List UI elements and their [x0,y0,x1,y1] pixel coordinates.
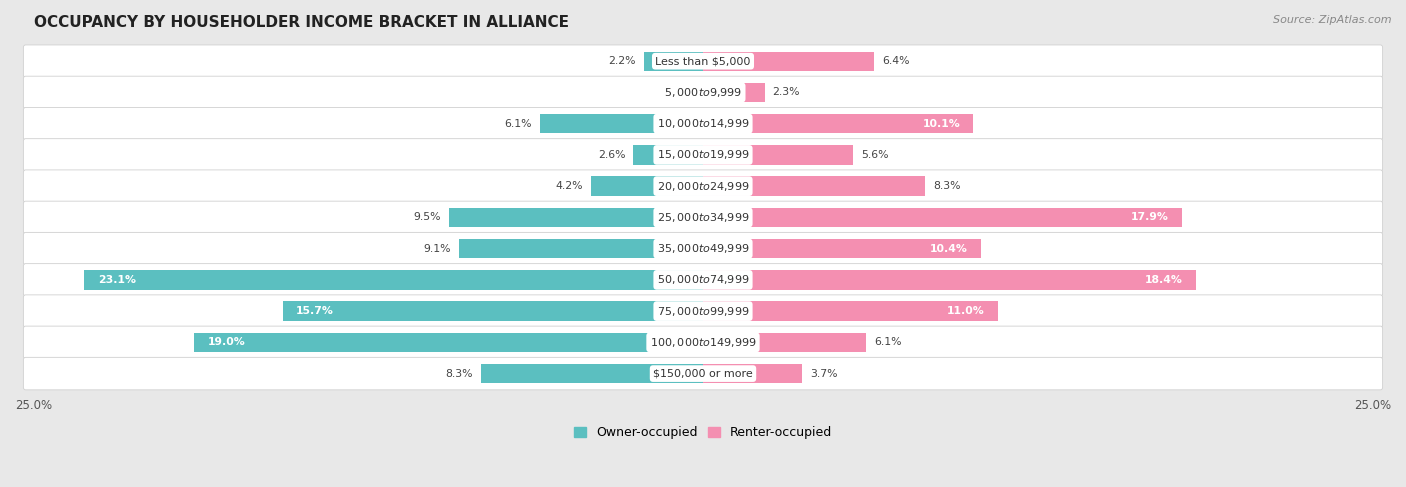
Text: 5.6%: 5.6% [860,150,889,160]
Bar [703,176,925,196]
Text: $20,000 to $24,999: $20,000 to $24,999 [657,180,749,193]
Text: $50,000 to $74,999: $50,000 to $74,999 [657,273,749,286]
Text: 4.2%: 4.2% [555,181,582,191]
Text: 6.4%: 6.4% [883,56,910,66]
FancyBboxPatch shape [24,326,1382,358]
Bar [460,239,703,258]
FancyBboxPatch shape [24,170,1382,203]
Bar [703,270,1195,290]
Text: 8.3%: 8.3% [934,181,960,191]
Bar [703,301,997,321]
Bar [194,333,703,352]
Text: 17.9%: 17.9% [1130,212,1168,223]
Bar [633,145,703,165]
Bar [703,208,1182,227]
Bar [703,145,853,165]
Text: 10.1%: 10.1% [922,119,960,129]
Text: 2.6%: 2.6% [598,150,626,160]
Text: $25,000 to $34,999: $25,000 to $34,999 [657,211,749,224]
FancyBboxPatch shape [24,139,1382,171]
FancyBboxPatch shape [24,357,1382,390]
Text: 23.1%: 23.1% [98,275,136,285]
Text: 6.1%: 6.1% [875,337,901,347]
FancyBboxPatch shape [24,108,1382,140]
Text: 18.4%: 18.4% [1144,275,1182,285]
Text: 3.7%: 3.7% [810,369,838,378]
Bar [697,83,703,102]
FancyBboxPatch shape [24,232,1382,265]
Bar [84,270,703,290]
Text: $35,000 to $49,999: $35,000 to $49,999 [657,242,749,255]
Bar [283,301,703,321]
Text: $150,000 or more: $150,000 or more [654,369,752,378]
Bar [703,52,875,71]
Text: $5,000 to $9,999: $5,000 to $9,999 [664,86,742,99]
FancyBboxPatch shape [24,295,1382,327]
Text: $15,000 to $19,999: $15,000 to $19,999 [657,149,749,161]
Text: 15.7%: 15.7% [297,306,333,316]
Text: $75,000 to $99,999: $75,000 to $99,999 [657,304,749,318]
Text: Source: ZipAtlas.com: Source: ZipAtlas.com [1274,15,1392,25]
Bar [703,114,973,133]
Text: 2.3%: 2.3% [773,88,800,97]
Bar [703,364,801,383]
Text: 11.0%: 11.0% [946,306,984,316]
Bar [540,114,703,133]
Text: 10.4%: 10.4% [931,244,969,254]
Bar [644,52,703,71]
Text: Less than $5,000: Less than $5,000 [655,56,751,66]
Bar [703,239,981,258]
Text: $100,000 to $149,999: $100,000 to $149,999 [650,336,756,349]
Text: 0.2%: 0.2% [662,88,689,97]
FancyBboxPatch shape [24,263,1382,296]
Text: 6.1%: 6.1% [505,119,531,129]
FancyBboxPatch shape [24,45,1382,77]
Text: 19.0%: 19.0% [208,337,246,347]
Legend: Owner-occupied, Renter-occupied: Owner-occupied, Renter-occupied [568,421,838,444]
Bar [703,333,866,352]
Text: OCCUPANCY BY HOUSEHOLDER INCOME BRACKET IN ALLIANCE: OCCUPANCY BY HOUSEHOLDER INCOME BRACKET … [34,15,568,30]
FancyBboxPatch shape [24,76,1382,109]
FancyBboxPatch shape [24,201,1382,234]
Text: 9.5%: 9.5% [413,212,440,223]
Bar [481,364,703,383]
Bar [591,176,703,196]
Bar [703,83,765,102]
Bar [449,208,703,227]
Text: 9.1%: 9.1% [423,244,451,254]
Text: $10,000 to $14,999: $10,000 to $14,999 [657,117,749,130]
Text: 2.2%: 2.2% [609,56,636,66]
Text: 8.3%: 8.3% [446,369,472,378]
